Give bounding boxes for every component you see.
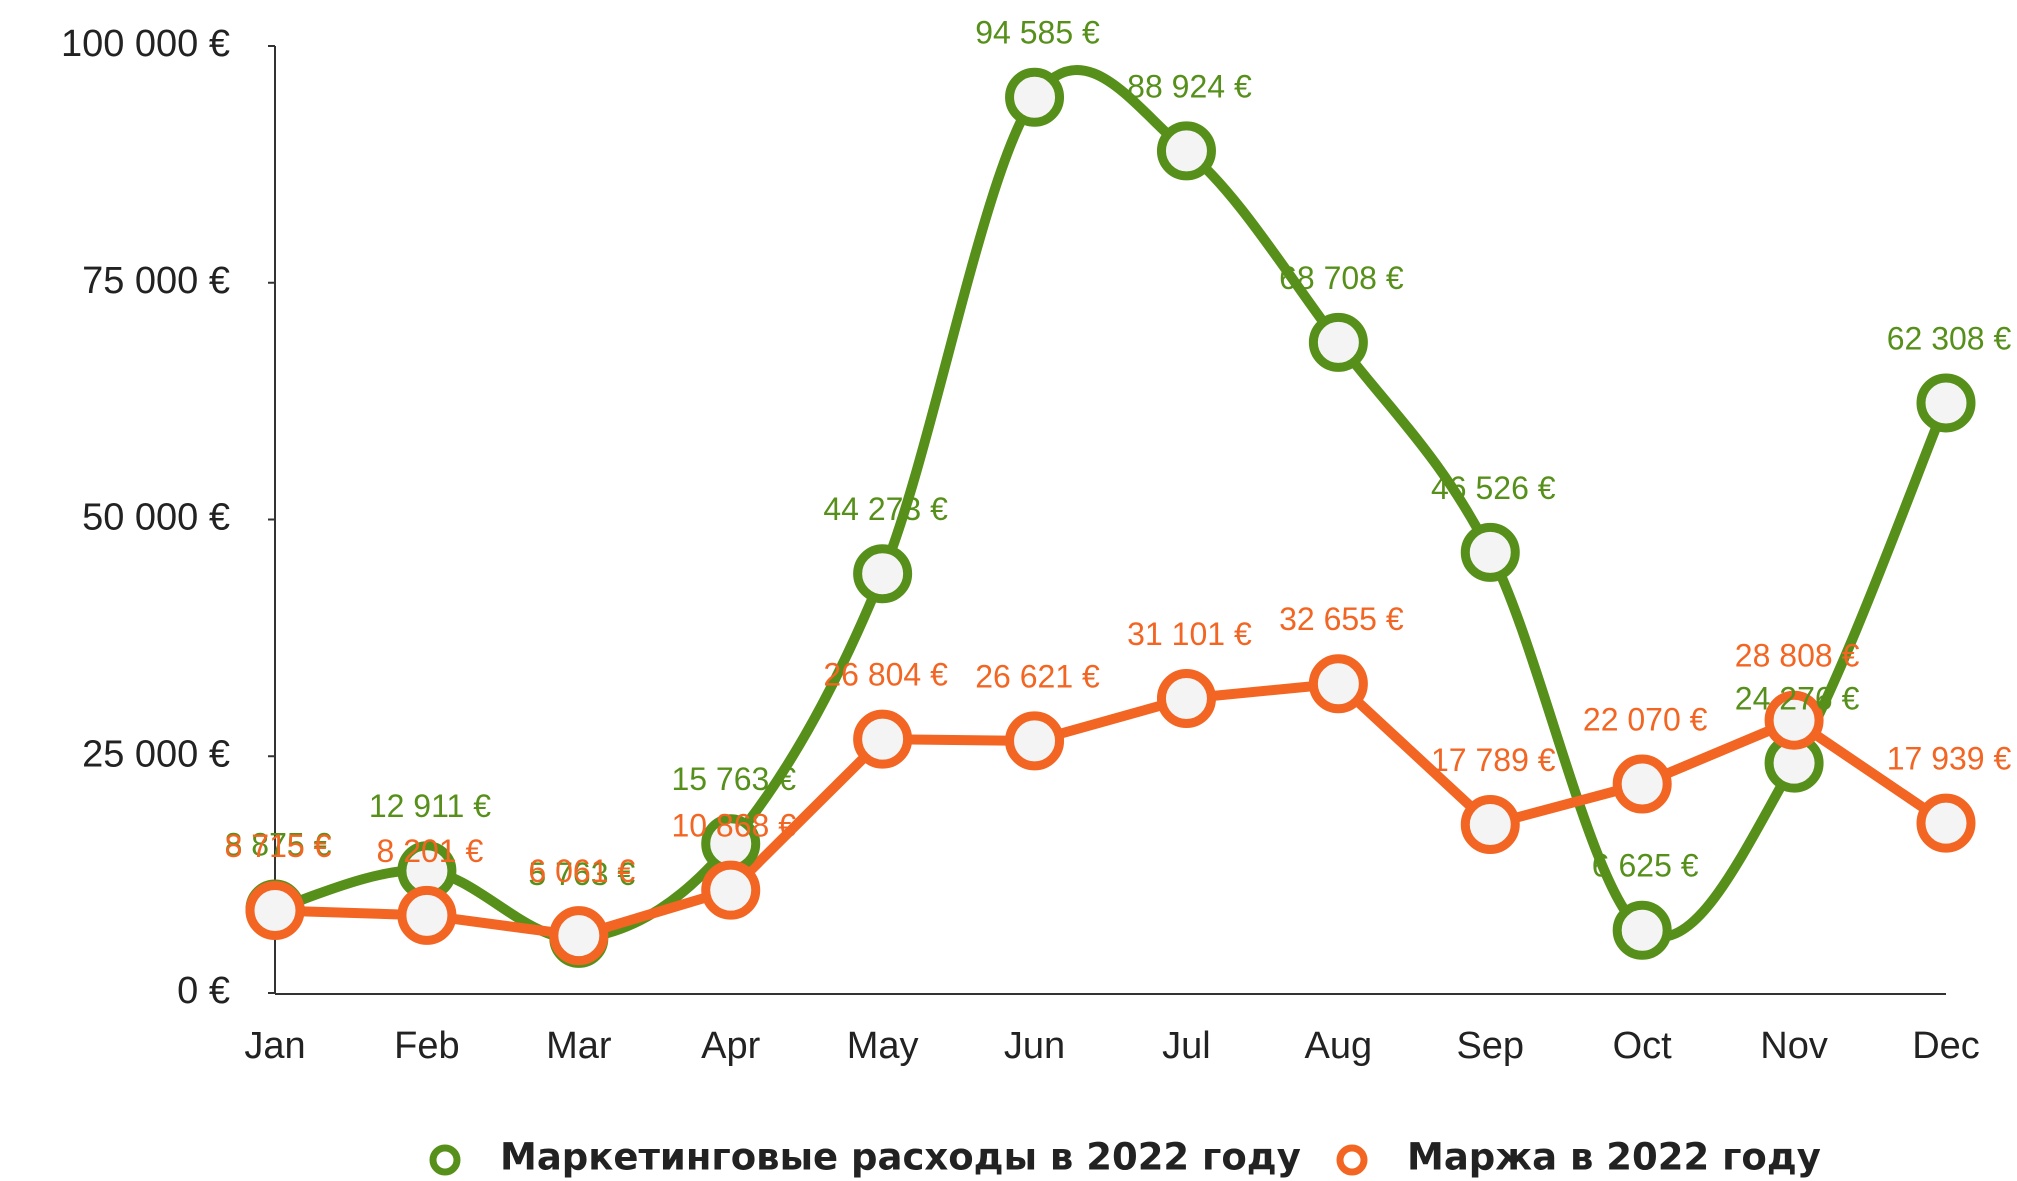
y-tick-label: 75 000 € [82,260,230,302]
point-marker [1612,754,1672,814]
x-tick-label: Jun [1004,1025,1065,1067]
data-label: 5 763 € [528,856,635,892]
point-marker [1156,668,1216,728]
legend-marker [1336,1144,1368,1176]
x-tick-label: Oct [1613,1025,1673,1067]
x-tick-label: Aug [1305,1025,1373,1067]
data-label: 44 273 € [823,491,948,527]
data-label: 62 308 € [1887,320,2012,356]
point-marker [1916,793,1976,853]
x-tick-label: Jul [1162,1025,1211,1067]
data-label: 17 939 € [1887,741,2012,777]
x-tick-label: May [847,1025,919,1067]
point-marker [701,860,761,920]
point-marker [1612,900,1672,960]
data-label: 8 875 € [225,826,332,862]
point-marker [1156,121,1216,181]
data-label: 46 526 € [1431,470,1556,506]
point-marker [1005,67,1065,127]
legend-label: Маржа в 2022 году [1407,1136,1821,1179]
data-label: 15 763 € [671,761,796,797]
y-tick-label: 25 000 € [82,733,230,775]
data-label: 26 621 € [975,658,1100,694]
y-tick-label: 50 000 € [82,497,230,539]
data-label: 17 789 € [1431,742,1556,778]
data-label: 12 911 € [369,788,491,824]
point-marker [1460,795,1520,855]
point-marker [549,906,609,966]
data-label: 8 715 € [225,828,332,864]
data-label: 28 808 € [1735,638,1860,674]
x-tick-label: Apr [701,1025,760,1067]
point-marker [1005,711,1065,771]
x-tick-label: Mar [546,1025,612,1067]
legend-item: Маркетинговые расходы в 2022 году [429,1136,1301,1179]
x-tick-label: Jan [244,1025,305,1067]
x-tick-label: Sep [1456,1025,1524,1067]
point-marker [1460,522,1520,582]
data-label: 32 655 € [1279,601,1404,637]
data-label: 31 101 € [1127,616,1252,652]
x-tick-label: Nov [1760,1025,1828,1067]
data-label: 88 924 € [1127,68,1252,104]
legend-label: Маркетинговые расходы в 2022 году [500,1136,1301,1179]
point-marker [1916,373,1976,433]
data-label: 26 804 € [823,657,948,693]
point-marker [1308,312,1368,372]
y-tick-label: 0 € [177,970,230,1012]
x-tick-label: Dec [1912,1025,1980,1067]
legend-item: Маржа в 2022 году [1336,1136,1821,1179]
point-marker [1764,690,1824,750]
data-label: 8 201 € [377,833,484,869]
y-tick-label: 100 000 € [61,23,230,65]
series-line [273,65,1951,944]
legend-marker [429,1144,461,1176]
point-marker [853,709,913,769]
point-marker [853,544,913,604]
data-label: 10 868 € [671,808,796,844]
data-label: 24 276 € [1735,681,1860,717]
point-marker [1308,654,1368,714]
point-marker [245,880,305,940]
x-tick-label: Feb [394,1025,459,1067]
data-label: 68 708 € [1279,260,1404,296]
data-label: 94 585 € [975,15,1100,51]
point-marker [397,885,457,945]
data-label: 22 070 € [1583,701,1708,737]
data-label: 6 625 € [1592,848,1699,884]
data-label: 6 061 € [528,853,635,889]
